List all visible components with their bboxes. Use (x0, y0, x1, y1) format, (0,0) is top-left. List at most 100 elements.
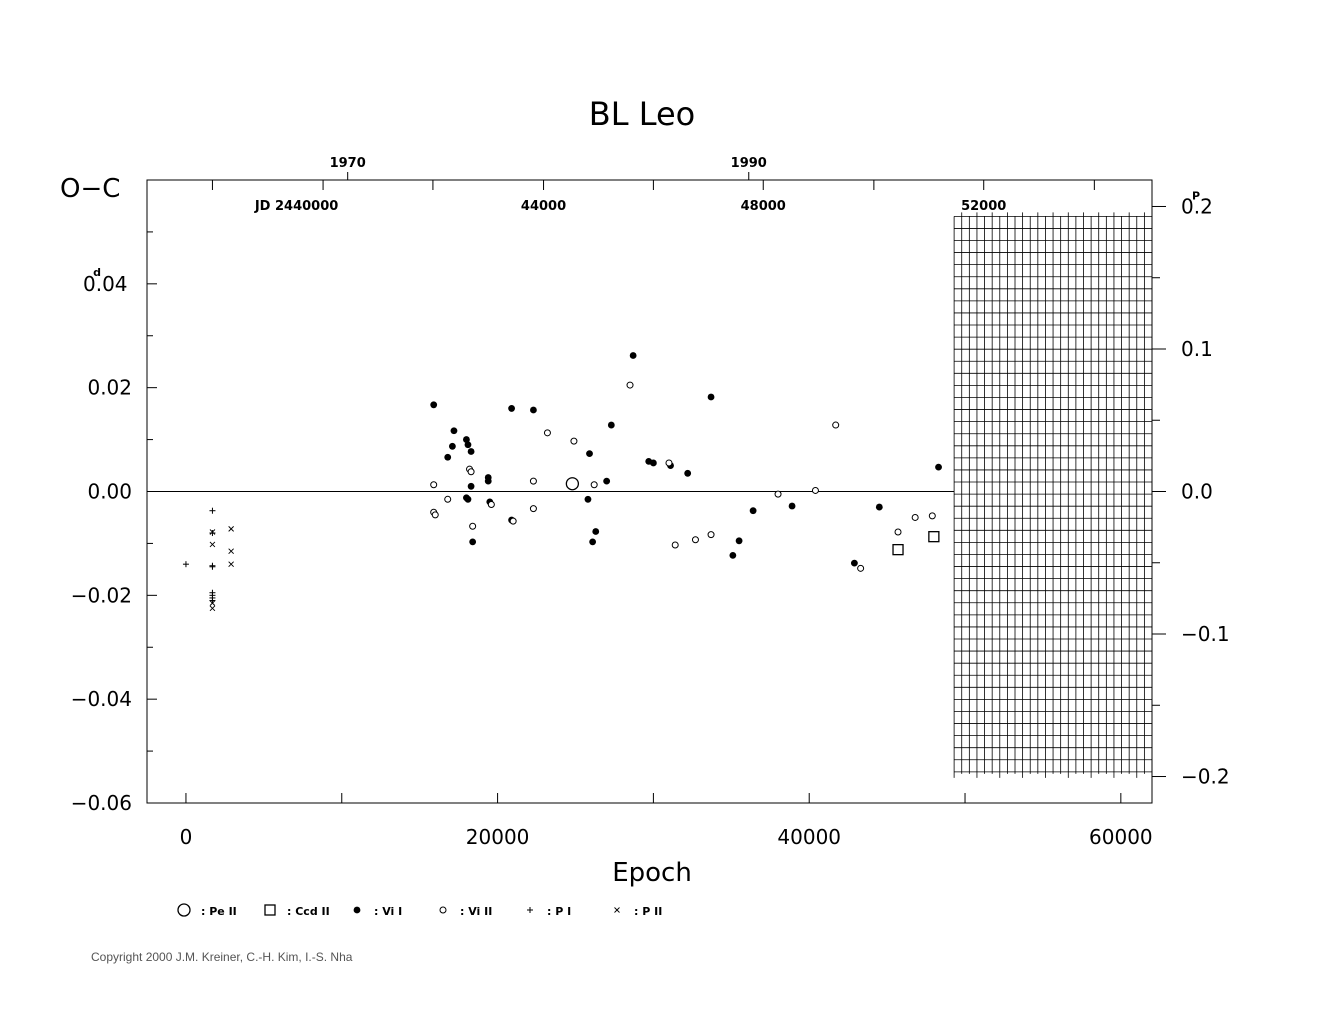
x-tick-label: 0 (180, 825, 193, 849)
data-points (182, 352, 942, 612)
point-vi-i (464, 441, 472, 449)
point-vi-ii (487, 500, 495, 508)
point-vi-ii (590, 481, 598, 489)
point-vi-i (584, 495, 592, 503)
point-vi-ii (543, 429, 551, 437)
point-vi-ii (626, 381, 634, 389)
point-vi-i (649, 459, 657, 467)
point-vi-ii (430, 481, 438, 489)
point-vi-i (629, 352, 637, 359)
point-vi-i (464, 495, 472, 503)
y-unit-label: 0.04 (83, 272, 128, 296)
legend-marker-3 (439, 906, 447, 914)
point-vi-ii (469, 522, 477, 530)
point-vi-ii (857, 564, 865, 572)
point-p-ii (228, 561, 234, 568)
right-tick-label: 0.1 (1181, 337, 1213, 361)
point-vi-ii (529, 477, 537, 485)
point-vi-ii (671, 541, 679, 549)
jd-label: 48000 (741, 199, 786, 214)
right-tick-label: −0.1 (1181, 622, 1230, 646)
point-p-ii (228, 526, 234, 532)
point-p-ii (209, 600, 216, 606)
point-vi-ii (707, 531, 715, 539)
y-tick-label: 0.02 (87, 376, 132, 400)
point-vi-ii (570, 437, 578, 445)
point-vi-ii (928, 512, 936, 520)
y-axis-label: O−C (60, 174, 120, 204)
point-vi-i (788, 502, 796, 510)
jd-label: 44000 (521, 199, 566, 214)
point-p-ii (209, 529, 216, 535)
y-tick-label: 0.00 (87, 480, 132, 504)
point-vi-i (508, 405, 516, 412)
point-vi-i (850, 559, 858, 567)
legend-label: : P I (547, 905, 571, 918)
legend-label: : P II (634, 905, 662, 918)
point-ccd-ii (928, 531, 940, 543)
point-p-i (209, 563, 216, 570)
x-tick-label: 20000 (466, 825, 530, 849)
y-tick-label: −0.02 (71, 583, 132, 607)
point-vi-ii (444, 495, 452, 503)
point-vi-i (448, 442, 456, 450)
point-vi-ii (894, 528, 902, 536)
legend-label: : Pe II (201, 905, 237, 918)
point-vi-ii (832, 421, 840, 429)
point-vi-ii (509, 517, 517, 525)
point-vi-i (749, 507, 757, 515)
legend-marker-4 (527, 907, 533, 913)
point-p-ii (209, 605, 216, 612)
point-p-ii (209, 541, 216, 548)
point-vi-ii (529, 505, 537, 513)
copyright-notice: Copyright 2000 J.M. Kreiner, C.-H. Kim, … (91, 950, 353, 964)
point-vi-i (444, 453, 452, 461)
point-vi-i (603, 477, 611, 485)
right-tick-label: −0.2 (1181, 765, 1230, 789)
future-grid-region (953, 212, 1153, 778)
point-ccd-ii (892, 543, 904, 556)
point-vi-i (684, 469, 692, 477)
point-p-i (209, 507, 216, 514)
legend-marker-2 (353, 906, 361, 914)
point-vi-i (935, 463, 942, 471)
legend-label: : Vi I (374, 905, 402, 918)
axes: 0 20000 40000 60000 −0.06 −0.04 −0.02 0.00 0.02 0… (71, 156, 1230, 849)
point-vi-i (607, 421, 615, 429)
point-vi-ii (665, 459, 673, 467)
point-vi-i (469, 538, 477, 546)
chart-title: BL Leo (589, 95, 695, 133)
point-vi-i (729, 551, 737, 559)
point-p-i (182, 561, 189, 568)
point-vi-i (467, 482, 475, 490)
point-vi-i (707, 393, 715, 401)
point-vi-i (586, 450, 593, 458)
legend-marker-0 (177, 903, 191, 917)
right-tick-label: 0.0 (1181, 480, 1213, 504)
point-vi-i (450, 427, 458, 435)
point-vi-i (463, 436, 470, 443)
jd-label: 52000 (961, 199, 1006, 214)
point-p-ii (228, 548, 234, 555)
y-unit-superscript: d (93, 266, 101, 279)
y-tick-label: −0.06 (71, 791, 132, 815)
point-vi-ii (467, 468, 475, 476)
legend-label: : Vi II (460, 905, 492, 918)
point-vi-i (430, 401, 438, 409)
right-axis-label: 0.2 (1181, 194, 1213, 218)
point-vi-i (467, 448, 475, 455)
point-vi-ii (811, 486, 819, 494)
point-pe-ii (565, 477, 580, 491)
point-vi-i (735, 537, 743, 545)
point-p-i (209, 530, 216, 537)
point-vi-i (592, 528, 600, 535)
legend-marker-1 (264, 904, 276, 916)
legend: : Pe II : Ccd II : Vi I : Vi II : P I : P II (177, 903, 662, 918)
jd-prefix: JD 2440000 (254, 199, 338, 214)
point-vi-i (530, 406, 537, 414)
point-vi-i (589, 538, 597, 546)
x-tick-label: 60000 (1089, 825, 1153, 849)
x-tick-label: 40000 (777, 825, 841, 849)
point-vi-i (875, 503, 883, 511)
legend-label: : Ccd II (287, 905, 330, 918)
